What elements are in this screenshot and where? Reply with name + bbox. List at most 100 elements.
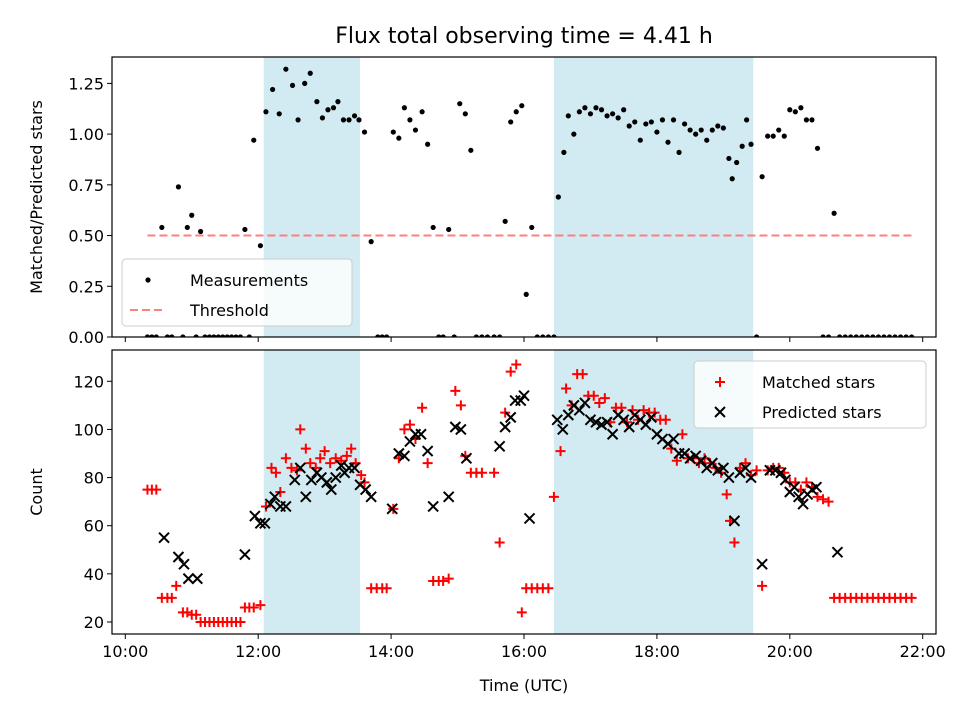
measurement-point	[229, 334, 235, 337]
measurement-point	[473, 334, 479, 337]
matched-star-point	[319, 446, 330, 457]
matched-star-point	[476, 467, 487, 478]
matched-star-point	[341, 450, 352, 461]
matched-star-point	[638, 405, 649, 416]
measurement-point	[610, 111, 616, 117]
measurement-point	[848, 334, 854, 337]
predicted-star-point	[695, 455, 707, 467]
matched-star-point	[171, 580, 182, 591]
matched-star-point	[235, 616, 246, 627]
matched-star-point	[555, 446, 566, 457]
predicted-star-point	[239, 548, 251, 561]
predicted-star-point	[640, 418, 652, 431]
predicted-star-point	[455, 423, 467, 436]
predicted-star-point	[300, 491, 312, 503]
measurement-point	[744, 117, 750, 123]
measurement-point	[820, 334, 826, 337]
measurement-point	[330, 105, 337, 111]
measurement-point	[169, 334, 175, 337]
y-tick-label: 0.25	[68, 277, 104, 296]
measurement-point	[384, 334, 390, 337]
predicted-star-point	[523, 512, 536, 525]
measurement-point	[237, 334, 244, 337]
predicted-star-point	[158, 532, 170, 544]
predicted-star-point	[415, 428, 427, 440]
measurement-point	[484, 334, 491, 337]
y-tick-label: 20	[84, 613, 104, 632]
measurement-point	[886, 334, 893, 337]
matched-star-point	[315, 453, 326, 464]
measurement-point	[215, 334, 221, 337]
measurement-point	[748, 141, 754, 147]
measurement-point	[246, 334, 252, 337]
measurement-point	[540, 334, 546, 337]
measurement-point	[159, 224, 165, 231]
measurement-point	[302, 80, 308, 86]
predicted-star-point	[723, 471, 735, 484]
predicted-star-point	[779, 474, 792, 486]
matched-star-point	[336, 455, 347, 466]
measurement-point	[698, 127, 704, 133]
matched-star-point	[166, 592, 177, 603]
predicted-star-point	[269, 491, 281, 503]
matched-star-point	[543, 583, 554, 594]
predicted-star-point	[321, 476, 333, 489]
matched-star-point	[577, 369, 588, 380]
measurement-point	[665, 139, 671, 145]
matched-star-point	[812, 491, 823, 502]
predicted-star-point	[562, 409, 575, 421]
legend-box	[121, 258, 353, 327]
matched-star-point	[494, 537, 505, 548]
legend-box	[693, 360, 927, 429]
matched-star-point	[325, 458, 336, 469]
measurement-point	[753, 334, 760, 337]
measurement-point	[335, 99, 341, 105]
measurement-point	[759, 174, 765, 180]
matched-star-point	[346, 443, 357, 454]
x-tick-label: 20:00	[767, 642, 813, 661]
matched-star-point	[594, 397, 605, 408]
predicted-star-point	[756, 558, 768, 570]
measurement-point	[881, 334, 887, 337]
measurement-point	[704, 137, 710, 143]
measurement-point	[561, 149, 567, 155]
plot-area	[144, 66, 915, 337]
measurement-point	[401, 105, 407, 111]
y-tick-label: 1.25	[68, 74, 104, 93]
predicted-star-point	[551, 414, 563, 426]
matched-star-point	[599, 393, 610, 404]
y-axis-label: Matched/Predicted stars	[27, 100, 46, 294]
legend-measurement-marker	[145, 277, 151, 283]
measurement-point	[909, 334, 915, 337]
measurement-point	[257, 243, 264, 249]
matched-star-point	[455, 400, 466, 411]
matched-star-point	[191, 609, 202, 620]
matched-star-point	[404, 419, 415, 430]
matched-star-point	[295, 424, 306, 435]
measurement-point	[534, 334, 540, 337]
measurement-point	[555, 194, 561, 200]
predicted-star-point	[335, 459, 347, 472]
measurement-point	[637, 137, 643, 143]
legend-label: Measurements	[190, 271, 308, 290]
matched-star-point	[305, 458, 316, 469]
matched-star-point	[443, 573, 454, 584]
predicted-star-point	[606, 428, 619, 440]
predicted-star-point	[797, 498, 809, 510]
measurement-point	[842, 334, 848, 337]
measurement-point	[853, 334, 859, 337]
measurement-point	[604, 113, 610, 119]
measurement-point	[776, 127, 782, 133]
measurement-point	[582, 105, 588, 111]
measurement-point	[451, 334, 457, 337]
legend: Matched stars Predicted stars	[693, 360, 927, 429]
predicted-star-point	[330, 471, 342, 484]
y-tick-label: 120	[73, 372, 104, 391]
measurement-point	[693, 131, 699, 137]
y-axis-label: Count	[27, 468, 46, 516]
matched-star-point	[677, 429, 688, 440]
x-axis-label: Time (UTC)	[479, 676, 568, 695]
matched-star-point	[270, 467, 281, 478]
measurement-point	[269, 86, 276, 93]
measurement-point	[446, 226, 452, 233]
